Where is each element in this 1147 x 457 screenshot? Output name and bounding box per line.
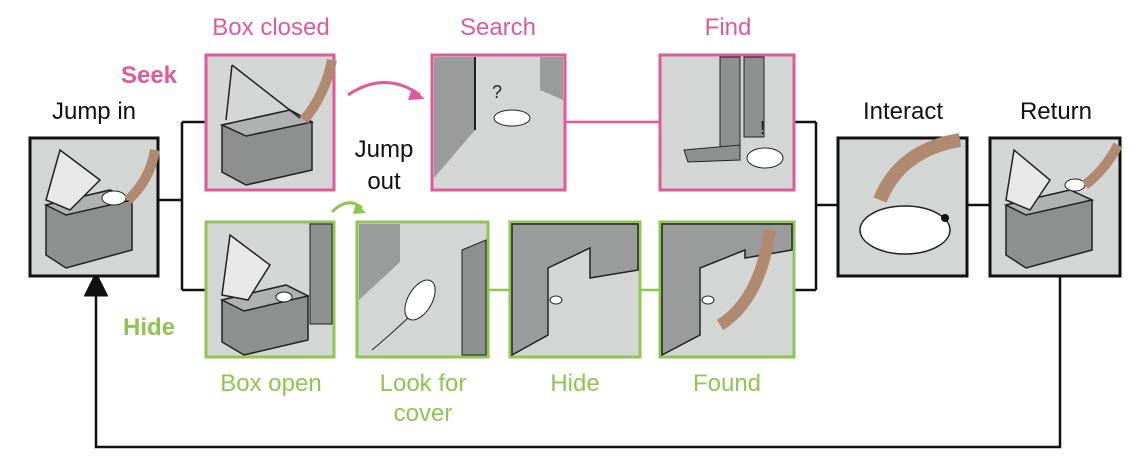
hide-curved-arrowhead [353,203,366,214]
label-interact: Interact [862,98,944,125]
svg-text:!: ! [760,118,765,138]
label-hide-panel: Hide [550,370,600,397]
panel-box-closed [204,53,337,192]
hide-curved-arrow [330,201,363,214]
panel-return [988,136,1123,278]
panel-find: ! [658,53,796,192]
panel-look-for-cover [355,220,490,359]
label-box-closed: Box closed [212,14,330,41]
svg-text:?: ? [492,82,502,102]
label-jump-in: Jump in [51,98,137,125]
seek-curved-arrow [347,81,421,97]
label-return: Return [1019,98,1093,125]
panel-search: ? [430,53,567,192]
label-look-for-cover-line1: Look for [379,370,467,397]
label-jump-out-line2: out [367,168,401,195]
panel-hide [508,220,642,359]
connector-lines [83,120,1062,449]
label-find: Find [704,14,752,41]
label-box-open: Box open [220,370,322,397]
label-found: Found [692,370,762,397]
panel-found [658,220,796,359]
panel-box-open [204,220,336,359]
label-hide-row: Hide [122,314,175,341]
label-look-for-cover-line2: cover [393,400,453,427]
panel-jump-in [28,136,160,278]
label-seek: Seek [120,62,178,89]
seek-curved-arrowhead [408,88,425,100]
label-search: Search [459,14,537,41]
label-jump-out-line1: Jump [354,136,414,163]
panel-interact [836,133,969,278]
